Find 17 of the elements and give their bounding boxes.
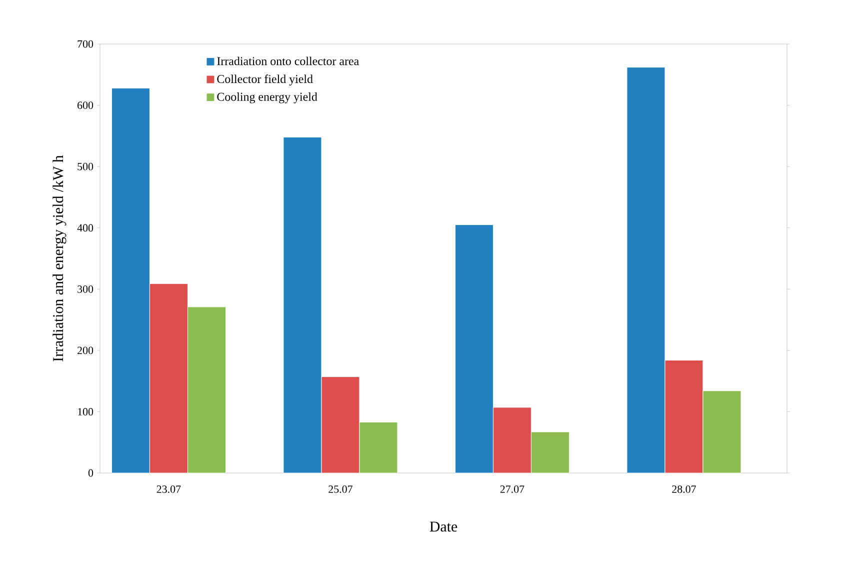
y-tick-label: 0 [88, 469, 94, 477]
y-tick-label: 100 [78, 408, 94, 416]
x-axis-title: Date [430, 522, 458, 532]
y-tick-label: 700 [78, 40, 94, 48]
y-tick-label: 300 [78, 285, 94, 293]
y-axis-title: Irradiation and energy yield /kW h [52, 155, 66, 362]
x-tick-label: 27.07 [500, 485, 524, 493]
y-tick-label: 500 [78, 162, 94, 170]
y-tick-label: 200 [78, 346, 94, 354]
x-tick-label: 25.07 [328, 485, 352, 493]
y-tick-label: 600 [78, 102, 94, 109]
legend-label: Cooling energy yield [217, 92, 318, 104]
x-tick-label: 23.07 [156, 485, 181, 493]
y-tick-label: 400 [77, 224, 94, 232]
legend-label: Collector field yield [217, 74, 313, 86]
legend-label: Irradiation onto collector area [217, 56, 359, 66]
x-tick-label: 28.07 [672, 485, 696, 493]
